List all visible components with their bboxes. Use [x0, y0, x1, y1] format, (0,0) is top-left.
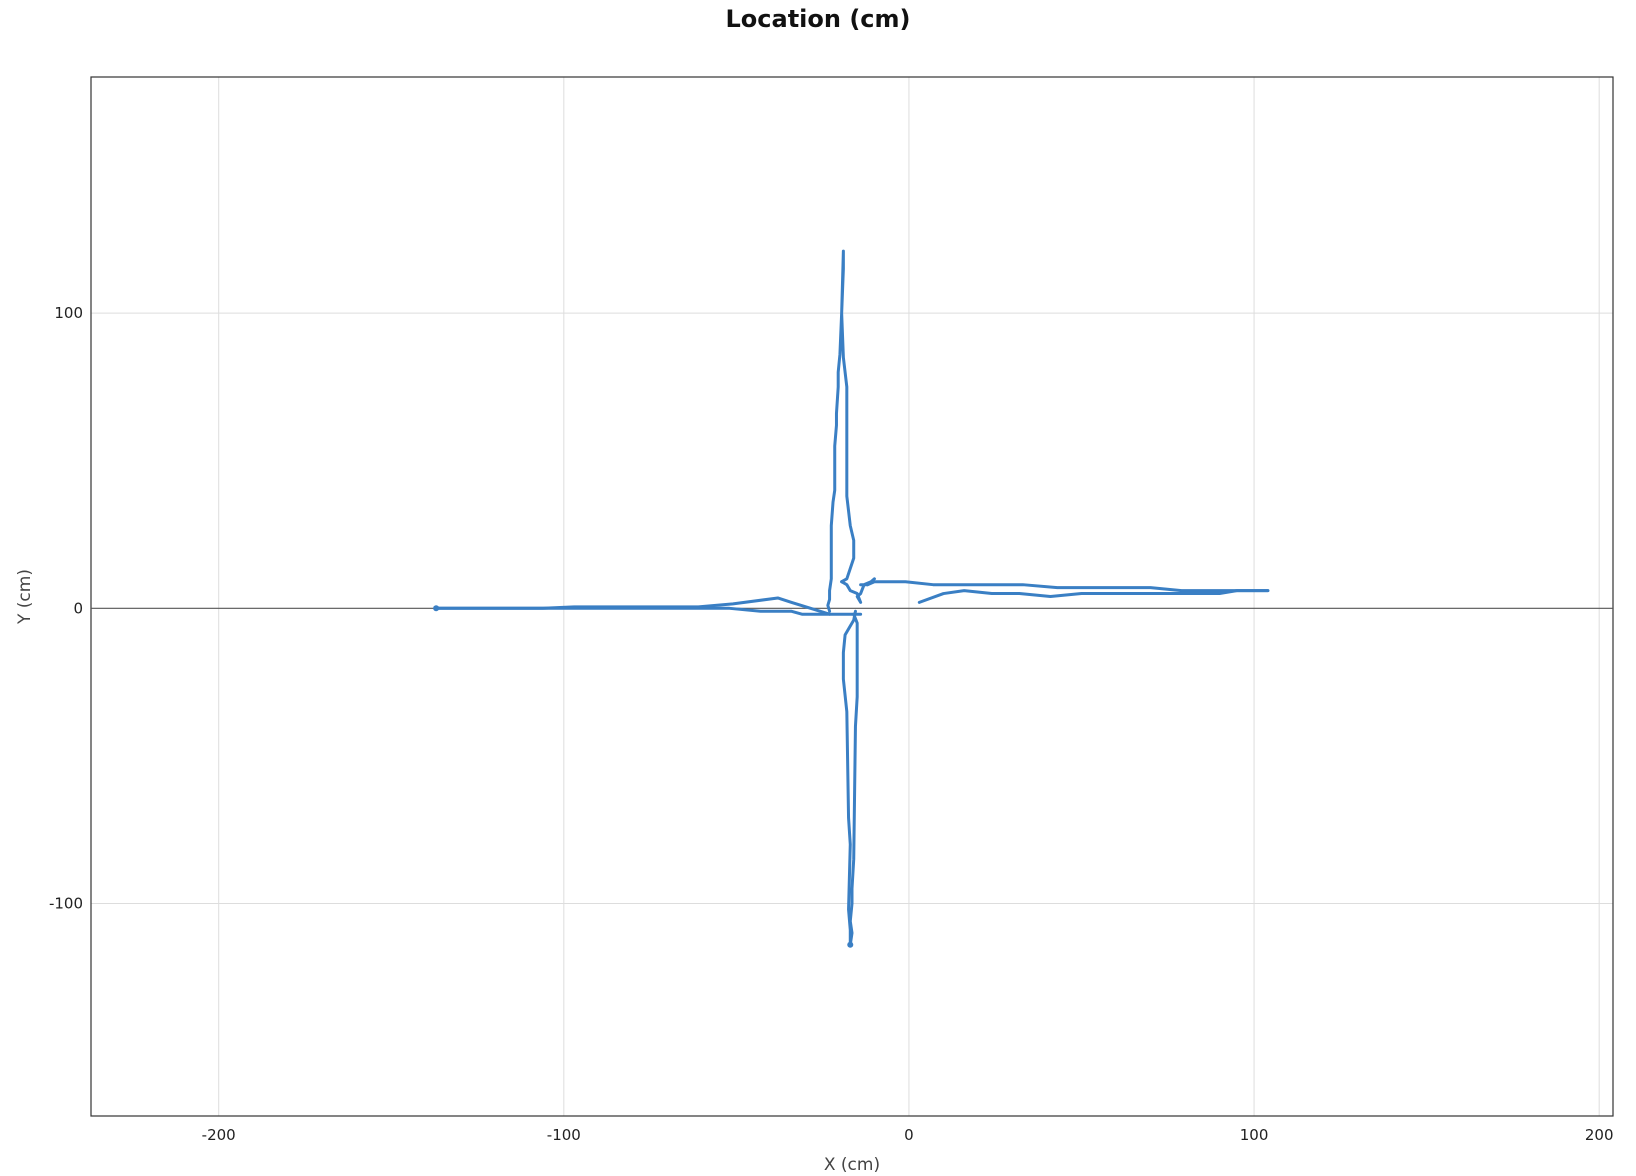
series-line [434, 606, 863, 616]
endpoint-marker [433, 605, 440, 612]
endpoint-marker [847, 941, 854, 948]
y-tick-label: -100 [49, 894, 83, 912]
series-line [841, 609, 857, 947]
x-axis-label: X (cm) [824, 1155, 880, 1175]
series-line [826, 249, 856, 613]
tick-labels: -200 -100 0 100 200 -100 0 100 [49, 304, 1614, 1144]
plot-area [90, 76, 1614, 1117]
chart-title: Location (cm) [725, 5, 911, 33]
x-tick-label: 100 [1240, 1126, 1269, 1144]
series-line [866, 580, 1270, 593]
grid-lines [91, 77, 1613, 1116]
series-layer [433, 249, 1270, 948]
x-tick-label: 0 [904, 1126, 914, 1144]
y-tick-label: 100 [54, 304, 83, 322]
x-tick-label: -100 [547, 1126, 581, 1144]
y-axis-label: Y (cm) [15, 569, 35, 625]
y-tick-label: 0 [73, 599, 83, 617]
series-line [848, 612, 859, 947]
x-tick-label: 200 [1585, 1126, 1614, 1144]
x-tick-label: -200 [202, 1126, 236, 1144]
series-line [917, 589, 1270, 604]
